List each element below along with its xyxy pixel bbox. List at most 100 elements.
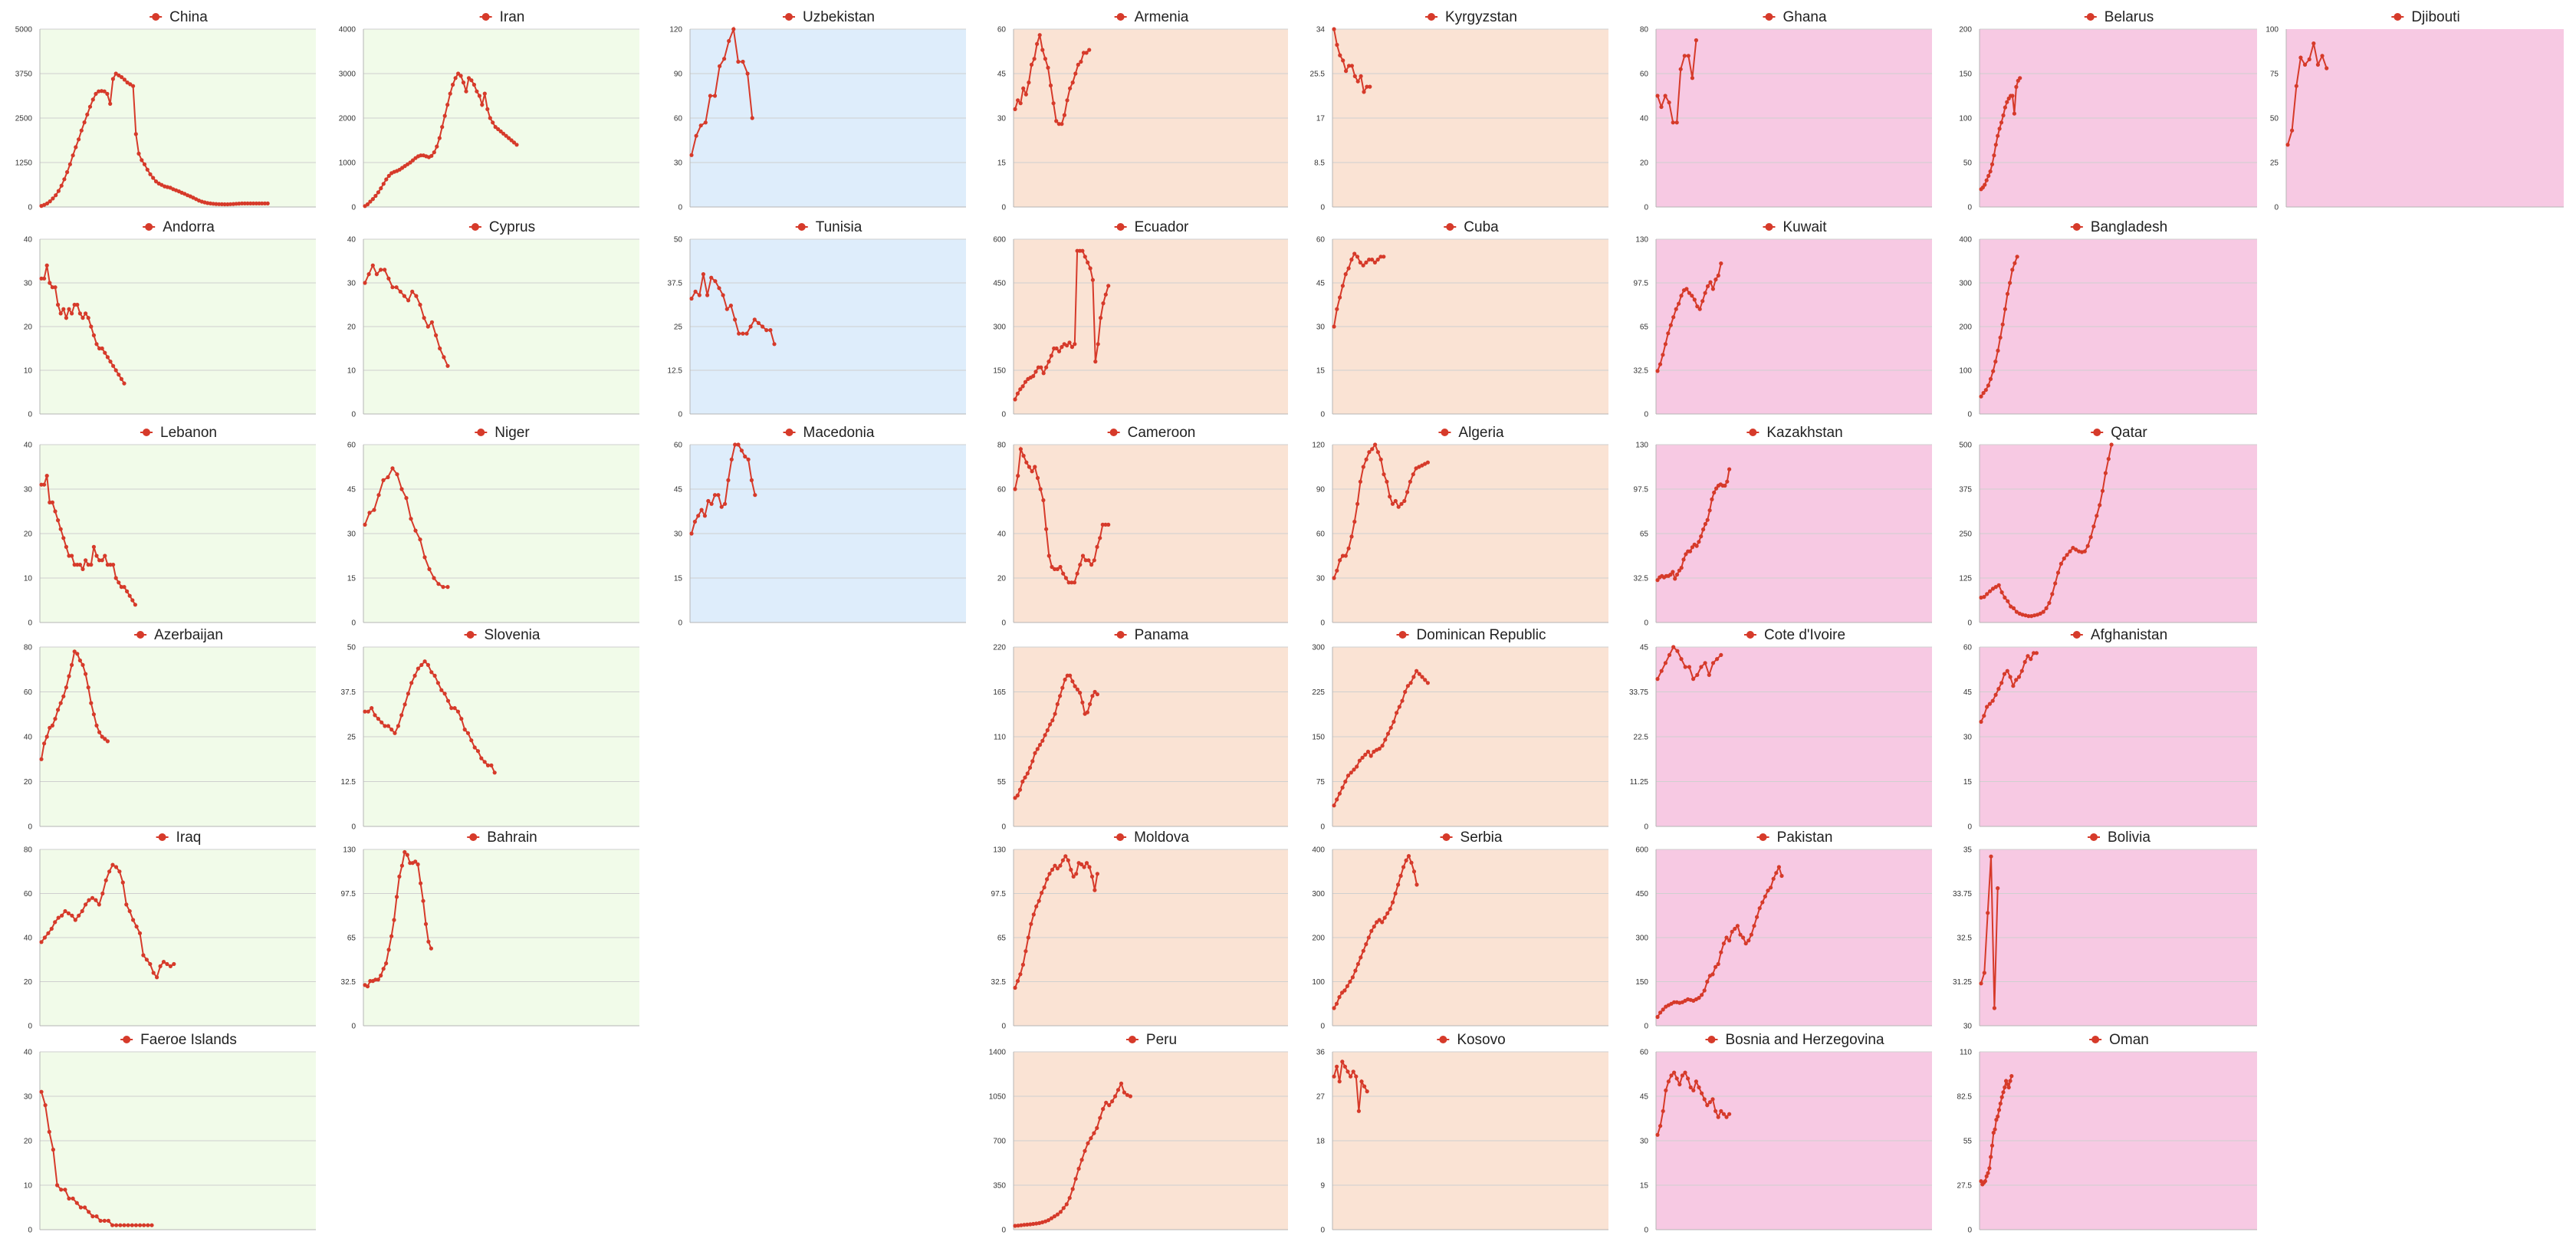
data-point <box>1994 1118 1999 1122</box>
chart-title: Iraq <box>176 829 202 846</box>
data-point <box>1375 258 1380 262</box>
y-tick-label: 60 <box>1963 644 1973 652</box>
data-point <box>1352 251 1357 256</box>
data-point <box>1350 975 1355 980</box>
data-point <box>442 113 447 118</box>
y-tick-label: 0 <box>678 619 682 628</box>
data-point <box>1051 101 1056 106</box>
y-tick-label: 60 <box>1316 531 1326 539</box>
data-point <box>2006 1085 2011 1089</box>
data-point <box>120 880 125 885</box>
chart-title: Iran <box>500 9 525 25</box>
data-point <box>739 448 744 453</box>
data-point <box>90 895 95 900</box>
data-point <box>1086 1141 1090 1145</box>
data-point <box>1673 577 1677 581</box>
data-point <box>91 712 96 717</box>
y-tick-label: 60 <box>997 486 1007 494</box>
chart-svg-moldova: 0 32.5 65 97.5 130 Moldova <box>991 829 1288 1031</box>
data-point <box>87 104 93 109</box>
legend-marker <box>1116 631 1125 639</box>
chart-panama: 0 55 110 165 220 Panama <box>980 622 1293 832</box>
data-point <box>1343 554 1348 558</box>
data-point <box>1354 1074 1359 1079</box>
data-point <box>1983 1179 1987 1184</box>
data-point <box>394 285 399 290</box>
data-point <box>491 120 495 125</box>
data-point <box>1104 1100 1109 1105</box>
data-point <box>435 681 440 685</box>
chart-bosnia-and-herzegovina: 0 15 30 45 60 Bosnia and Herzegovina <box>1622 1027 1937 1235</box>
data-point <box>1081 51 1086 55</box>
data-point <box>1403 689 1408 695</box>
data-point <box>1343 272 1348 277</box>
data-point <box>1073 71 1078 76</box>
data-point <box>1700 1091 1704 1096</box>
data-point <box>1998 335 2003 340</box>
data-point <box>168 964 172 968</box>
y-tick-label: 65 <box>347 935 356 943</box>
data-point <box>2077 549 2082 554</box>
y-tick-label: 30 <box>674 531 683 539</box>
data-point <box>1377 918 1382 922</box>
data-point <box>1113 1094 1118 1099</box>
data-point <box>393 731 397 735</box>
chart-lebanon: 0 10 20 30 40 Lebanon <box>6 420 320 628</box>
data-point <box>1996 687 2001 691</box>
data-point <box>1409 860 1414 865</box>
chart-title: Moldova <box>1134 829 1189 846</box>
data-point <box>1425 460 1430 465</box>
data-point <box>439 688 444 692</box>
legend-marker <box>469 833 478 841</box>
data-point <box>1359 1079 1364 1084</box>
data-point <box>1991 369 1996 373</box>
data-point <box>1674 1076 1679 1081</box>
chart-title: Panama <box>1135 627 1189 643</box>
data-point <box>130 1223 134 1227</box>
data-point <box>56 189 61 193</box>
data-point <box>696 514 701 518</box>
data-point <box>1128 1094 1132 1099</box>
data-point <box>2307 57 2312 61</box>
chart-svg-dominican-republic: 0 75 150 225 300 Dominican Republic <box>1312 627 1608 832</box>
data-point <box>1990 1143 1995 1148</box>
data-point <box>418 302 422 307</box>
data-point <box>1353 968 1358 973</box>
y-tick-label: 11.25 <box>1630 778 1649 787</box>
data-point <box>1045 728 1050 733</box>
data-point <box>395 472 399 477</box>
data-point <box>125 589 130 593</box>
data-point <box>133 1223 138 1227</box>
data-point <box>2050 592 2055 596</box>
data-point <box>1083 558 1088 563</box>
data-point <box>736 59 741 64</box>
data-point <box>136 151 141 156</box>
data-point <box>138 1223 143 1227</box>
y-tick-label: 200 <box>1959 26 1972 34</box>
data-point <box>2019 668 2024 673</box>
y-tick-label: 30 <box>1963 1023 1973 1031</box>
data-point <box>748 324 753 329</box>
data-point <box>1070 80 1075 85</box>
data-point <box>1655 1132 1660 1137</box>
chart-title: Belarus <box>2104 9 2154 25</box>
data-point <box>1373 442 1378 447</box>
data-point <box>1024 460 1029 465</box>
data-point <box>1985 705 1990 709</box>
data-point <box>1079 862 1084 867</box>
chart-cote-d-ivoire: 0 11.25 22.5 33.75 45 Cote d'Ivoire <box>1622 622 1937 832</box>
data-point <box>1678 67 1683 71</box>
y-tick-label: 150 <box>1312 734 1325 742</box>
y-tick-label: 300 <box>1312 890 1325 898</box>
data-point <box>1382 915 1387 920</box>
data-point <box>240 201 245 205</box>
data-point <box>1655 369 1660 373</box>
legend-marker <box>797 223 806 231</box>
data-point <box>165 961 169 967</box>
data-point <box>77 913 81 918</box>
data-point <box>370 263 375 268</box>
chart-title: Oman <box>2109 1032 2149 1048</box>
data-point <box>465 731 471 735</box>
data-point <box>94 723 99 728</box>
